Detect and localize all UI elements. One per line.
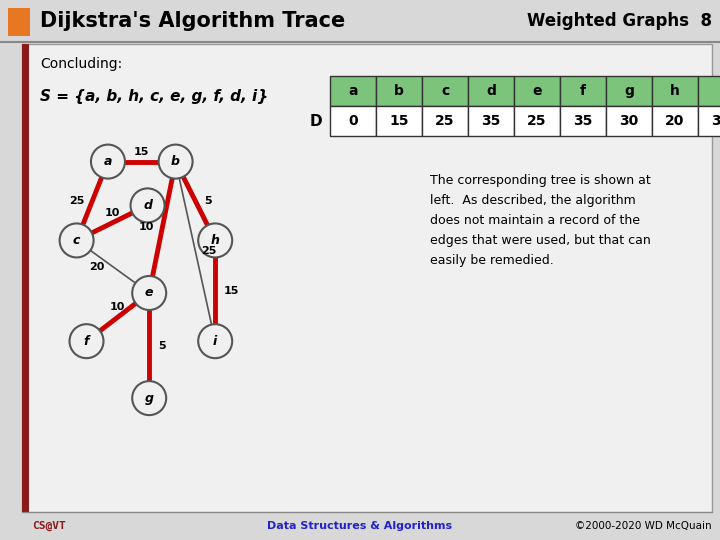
Text: f: f xyxy=(84,335,89,348)
Text: 25: 25 xyxy=(436,114,455,128)
Text: c: c xyxy=(73,234,81,247)
FancyBboxPatch shape xyxy=(468,76,514,106)
Text: S = {a, b, h, c, e, g, f, d, i}: S = {a, b, h, c, e, g, f, d, i} xyxy=(40,89,268,104)
Text: 35: 35 xyxy=(711,114,720,128)
Circle shape xyxy=(70,324,104,358)
Text: 35: 35 xyxy=(481,114,500,128)
Text: 15: 15 xyxy=(134,147,150,157)
Text: g: g xyxy=(145,392,153,404)
FancyBboxPatch shape xyxy=(376,76,422,106)
FancyBboxPatch shape xyxy=(606,76,652,106)
FancyBboxPatch shape xyxy=(0,0,720,42)
FancyBboxPatch shape xyxy=(8,8,30,36)
Text: 25: 25 xyxy=(68,196,84,206)
FancyBboxPatch shape xyxy=(22,44,712,512)
FancyBboxPatch shape xyxy=(514,76,560,106)
Circle shape xyxy=(60,224,94,258)
Text: c: c xyxy=(441,84,449,98)
Text: b: b xyxy=(171,155,180,168)
FancyBboxPatch shape xyxy=(652,76,698,106)
Text: i: i xyxy=(719,84,720,98)
FancyBboxPatch shape xyxy=(22,44,29,512)
Text: e: e xyxy=(532,84,541,98)
Text: 20: 20 xyxy=(89,262,104,272)
Text: 20: 20 xyxy=(665,114,685,128)
Text: The corresponding tree is shown at
left.  As described, the algorithm
does not m: The corresponding tree is shown at left.… xyxy=(430,174,651,267)
Text: 15: 15 xyxy=(223,286,239,296)
Circle shape xyxy=(91,145,125,179)
Text: d: d xyxy=(486,84,496,98)
Text: f: f xyxy=(580,84,586,98)
Text: 25: 25 xyxy=(201,246,216,256)
Text: a: a xyxy=(104,155,112,168)
Text: 25: 25 xyxy=(527,114,546,128)
Text: Dijkstra's Algorithm Trace: Dijkstra's Algorithm Trace xyxy=(40,11,346,31)
Text: Data Structures & Algorithms: Data Structures & Algorithms xyxy=(267,521,453,531)
Text: Concluding:: Concluding: xyxy=(40,57,122,71)
FancyBboxPatch shape xyxy=(422,106,468,136)
Circle shape xyxy=(158,145,193,179)
FancyBboxPatch shape xyxy=(468,106,514,136)
Text: e: e xyxy=(145,287,153,300)
Text: 15: 15 xyxy=(390,114,409,128)
Text: D: D xyxy=(310,113,323,129)
FancyBboxPatch shape xyxy=(422,76,468,106)
FancyBboxPatch shape xyxy=(560,106,606,136)
Text: b: b xyxy=(394,84,404,98)
Circle shape xyxy=(130,188,165,222)
FancyBboxPatch shape xyxy=(698,76,720,106)
Text: h: h xyxy=(211,234,220,247)
Text: d: d xyxy=(143,199,152,212)
FancyBboxPatch shape xyxy=(330,106,376,136)
Circle shape xyxy=(198,324,232,358)
Text: 10: 10 xyxy=(110,302,125,312)
Text: CS@VT: CS@VT xyxy=(32,521,66,531)
FancyBboxPatch shape xyxy=(514,106,560,136)
Text: 0: 0 xyxy=(348,114,358,128)
FancyBboxPatch shape xyxy=(606,106,652,136)
FancyBboxPatch shape xyxy=(560,76,606,106)
Text: 5: 5 xyxy=(204,196,212,206)
Text: 10: 10 xyxy=(104,208,120,218)
FancyBboxPatch shape xyxy=(652,106,698,136)
Text: ©2000-2020 WD McQuain: ©2000-2020 WD McQuain xyxy=(575,521,712,531)
FancyBboxPatch shape xyxy=(376,106,422,136)
FancyBboxPatch shape xyxy=(698,106,720,136)
Text: h: h xyxy=(670,84,680,98)
Text: 5: 5 xyxy=(158,341,166,350)
Text: 10: 10 xyxy=(139,222,154,232)
Circle shape xyxy=(132,381,166,415)
Text: 30: 30 xyxy=(619,114,639,128)
Text: 35: 35 xyxy=(573,114,593,128)
Text: i: i xyxy=(213,335,217,348)
Circle shape xyxy=(132,276,166,310)
Text: a: a xyxy=(348,84,358,98)
Circle shape xyxy=(198,224,232,258)
Text: g: g xyxy=(624,84,634,98)
Text: Weighted Graphs  8: Weighted Graphs 8 xyxy=(527,12,712,30)
FancyBboxPatch shape xyxy=(330,76,376,106)
